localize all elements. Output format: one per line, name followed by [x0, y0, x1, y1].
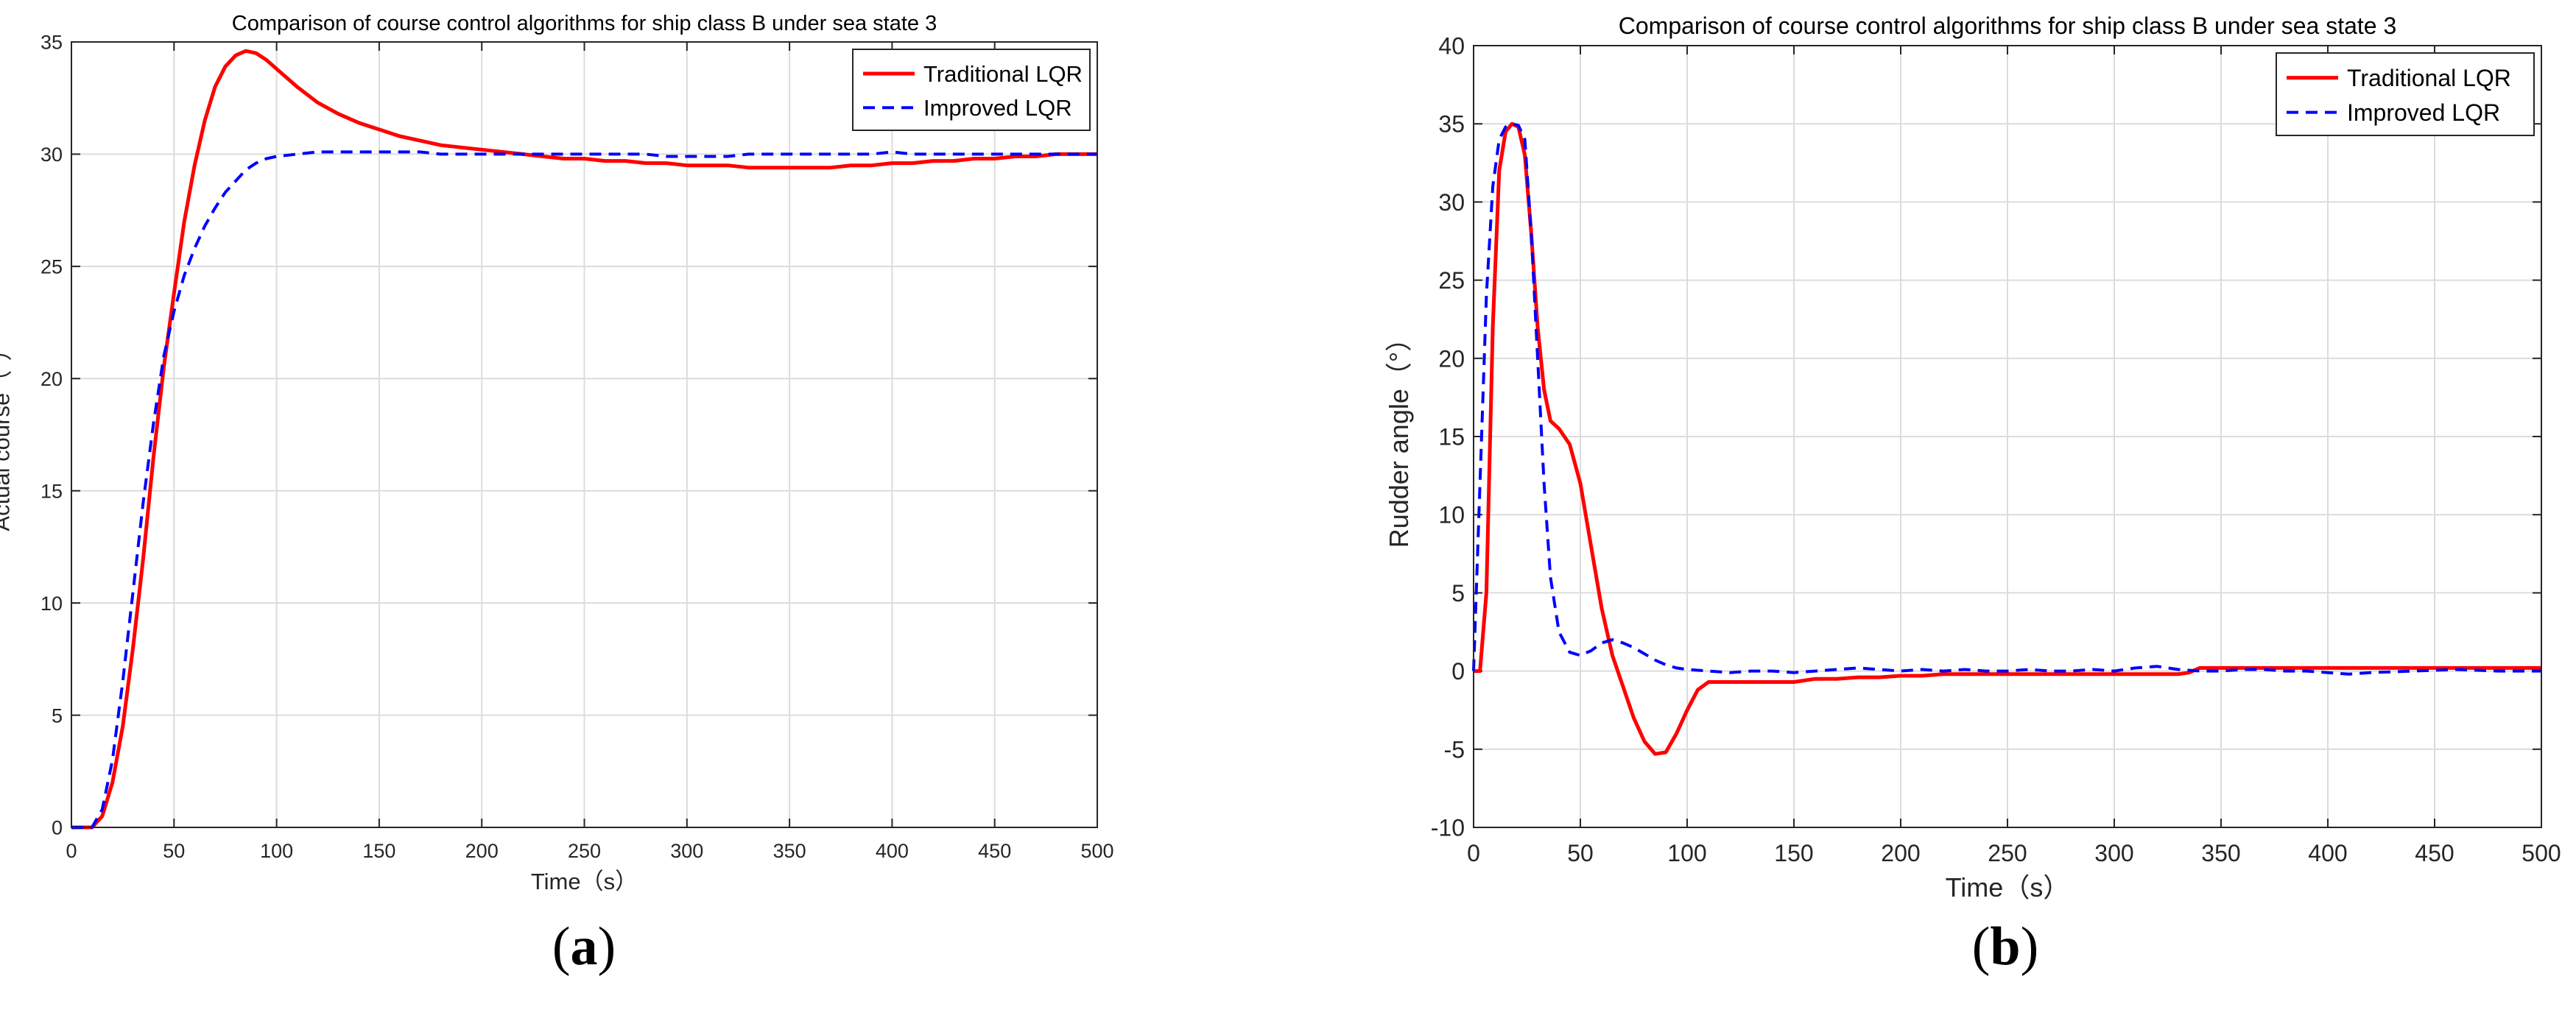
y-tick-label: 25 — [41, 256, 63, 278]
x-tick-label: 150 — [362, 840, 395, 862]
axes-box — [71, 41, 1098, 828]
chart-panel-a: 0 50 100 150 200 250 300 350 400 450 500 0 5 10 15 20 25… — [0, 12, 1114, 977]
x-tick-label: 200 — [1881, 840, 1920, 866]
axes-box — [1473, 45, 2542, 828]
x-tick-label: 350 — [2201, 840, 2240, 866]
y-tick-label: 5 — [1451, 580, 1465, 607]
y-tick-label: 25 — [1438, 267, 1465, 294]
series-line-traditional-lqr — [1474, 121, 2541, 756]
y-tick-label: 0 — [52, 817, 63, 839]
y-tick-label: 15 — [41, 480, 63, 502]
x-tick-label: 250 — [568, 840, 601, 862]
chart-title: Comparison of course control algorithms … — [1619, 13, 2397, 39]
x-axis-label: Time（s） — [1946, 872, 2070, 902]
legend-label-traditional-lqr: Traditional LQR — [923, 61, 1083, 87]
x-tick-label: 450 — [2415, 840, 2454, 866]
y-tick-label: 15 — [1438, 424, 1465, 451]
y-axis-label: Actual course（°） — [0, 338, 15, 531]
x-tick-label: 400 — [876, 840, 909, 862]
x-tick-label: 300 — [670, 840, 703, 862]
y-tick-label: -5 — [1444, 736, 1465, 763]
y-tick-label: -10 — [1431, 815, 1465, 841]
x-tick-label: 150 — [1774, 840, 1813, 866]
panel-caption-letter: b — [1990, 916, 2020, 977]
x-axis-label: Time（s） — [531, 869, 638, 894]
legend-box — [852, 49, 1091, 131]
x-tick-label: 500 — [2522, 840, 2561, 866]
legend-label-improved-lqr: Improved LQR — [2347, 99, 2500, 126]
y-tick-label: 35 — [41, 32, 63, 54]
panel-caption-close: ) — [2021, 916, 2039, 977]
chart-panel-b: 0 50 100 150 200 250 300 350 400 450 500 -10 -5 0 5 10 1… — [1384, 13, 2561, 977]
panel-caption-letter: a — [571, 916, 598, 977]
y-tick-label: 0 — [1451, 658, 1465, 685]
x-tick-label: 200 — [465, 840, 499, 862]
series-line-traditional-lqr — [71, 49, 1097, 830]
legend-label-improved-lqr: Improved LQR — [923, 95, 1072, 121]
x-tick-label: 350 — [773, 840, 806, 862]
y-tick-label: 10 — [1438, 502, 1465, 529]
x-tick-label: 100 — [260, 840, 293, 862]
x-tick-label: 0 — [1467, 840, 1480, 866]
panel-caption: (a) — [552, 916, 616, 977]
legend-label-traditional-lqr: Traditional LQR — [2347, 65, 2511, 91]
y-tick-label: 20 — [1438, 345, 1465, 372]
x-tick-label: 450 — [978, 840, 1011, 862]
y-tick-label: 30 — [1438, 189, 1465, 216]
panel-caption-open: ( — [552, 916, 571, 977]
x-tick-label: 250 — [1988, 840, 2027, 866]
panel-caption: (b) — [1972, 916, 2038, 977]
y-tick-label: 5 — [52, 704, 63, 727]
chart-title: Comparison of course control algorithms … — [232, 12, 937, 35]
x-tick-label: 50 — [163, 840, 185, 862]
y-tick-label: 35 — [1438, 111, 1465, 138]
y-tick-label: 40 — [1438, 33, 1465, 60]
x-tick-label: 500 — [1080, 840, 1113, 862]
panel-caption-close: ) — [598, 916, 616, 977]
x-tick-label: 300 — [2094, 840, 2133, 866]
legend-box — [2276, 52, 2535, 136]
x-tick-label: 0 — [66, 840, 77, 862]
x-tick-label: 400 — [2308, 840, 2347, 866]
x-tick-label: 50 — [1567, 840, 1594, 866]
panel-caption-open: ( — [1972, 916, 1991, 977]
y-tick-label: 20 — [41, 368, 63, 390]
series-line-improved-lqr — [71, 150, 1097, 829]
x-tick-label: 100 — [1667, 840, 1706, 866]
y-axis-label: Rudder angle（°） — [1384, 325, 1414, 548]
y-tick-label: 10 — [41, 593, 63, 615]
y-tick-label: 30 — [41, 144, 63, 166]
